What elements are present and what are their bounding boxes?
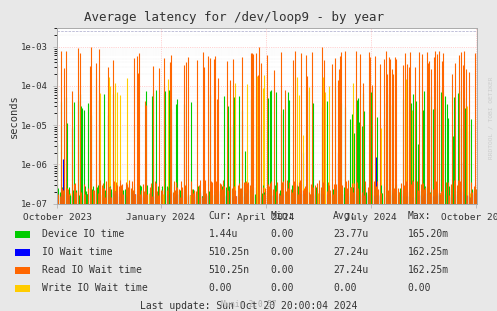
- Text: 23.77u: 23.77u: [333, 229, 368, 239]
- Y-axis label: seconds: seconds: [8, 94, 18, 138]
- Text: 162.25m: 162.25m: [408, 247, 449, 257]
- Text: Read IO Wait time: Read IO Wait time: [42, 265, 142, 275]
- Text: 162.25m: 162.25m: [408, 265, 449, 275]
- Text: 0.00: 0.00: [271, 247, 294, 257]
- Text: Avg:: Avg:: [333, 211, 356, 221]
- Text: Write IO Wait time: Write IO Wait time: [42, 283, 148, 293]
- Text: 510.25n: 510.25n: [209, 265, 250, 275]
- Text: 0.00: 0.00: [271, 229, 294, 239]
- Text: Min:: Min:: [271, 211, 294, 221]
- Text: Munin 2.0.57: Munin 2.0.57: [221, 299, 276, 309]
- Text: 510.25n: 510.25n: [209, 247, 250, 257]
- Text: 27.24u: 27.24u: [333, 265, 368, 275]
- Text: 0.00: 0.00: [271, 283, 294, 293]
- Text: 165.20m: 165.20m: [408, 229, 449, 239]
- Text: 0.00: 0.00: [209, 283, 232, 293]
- Text: 0.00: 0.00: [333, 283, 356, 293]
- Text: 0.00: 0.00: [408, 283, 431, 293]
- Text: Cur:: Cur:: [209, 211, 232, 221]
- Text: Device IO time: Device IO time: [42, 229, 124, 239]
- Text: Last update: Sun Oct 20 20:00:04 2024: Last update: Sun Oct 20 20:00:04 2024: [140, 301, 357, 311]
- Text: Max:: Max:: [408, 211, 431, 221]
- Text: RRDTOOL / TOBI OETIKER: RRDTOOL / TOBI OETIKER: [488, 77, 493, 160]
- Text: Average latency for /dev/loop9 - by year: Average latency for /dev/loop9 - by year: [83, 11, 384, 24]
- Text: 1.44u: 1.44u: [209, 229, 238, 239]
- Text: 27.24u: 27.24u: [333, 247, 368, 257]
- Text: 0.00: 0.00: [271, 265, 294, 275]
- Text: IO Wait time: IO Wait time: [42, 247, 113, 257]
